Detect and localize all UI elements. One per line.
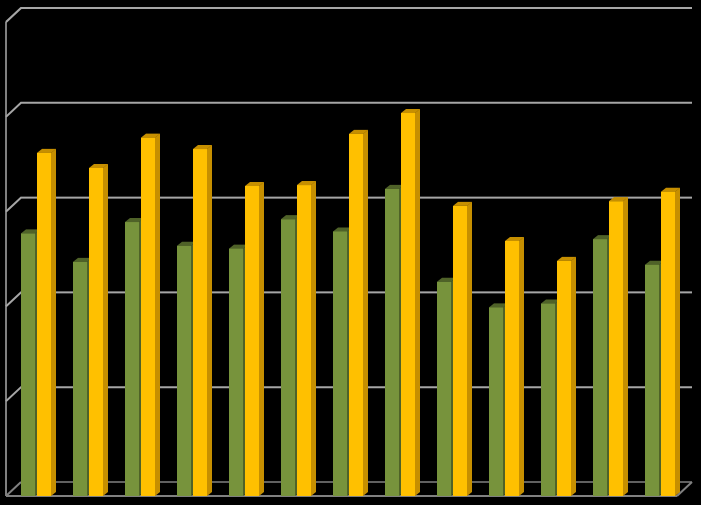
floor-back-edge-left — [5, 481, 22, 497]
bar-side — [675, 187, 680, 496]
bar-front — [489, 307, 503, 496]
bar-top — [385, 184, 404, 189]
bar-front — [193, 149, 207, 497]
bar-top — [245, 182, 264, 187]
bars — [21, 109, 680, 497]
bar-7-series-2 — [349, 129, 368, 496]
bar-front — [73, 261, 87, 496]
bar-front — [89, 167, 103, 496]
bar-side — [519, 236, 524, 496]
bar-top — [89, 163, 108, 168]
gridline — [5, 101, 692, 118]
bar-front — [281, 219, 295, 496]
bar-side — [51, 148, 56, 496]
bar-8-series-2 — [401, 109, 420, 497]
bar-front — [645, 264, 659, 496]
bar-side — [155, 133, 160, 496]
bar-top — [281, 215, 300, 220]
bar-side — [623, 197, 628, 496]
bar-side — [311, 181, 316, 496]
bar-front — [21, 233, 35, 497]
bar-front — [505, 240, 519, 496]
bar-top — [401, 109, 420, 114]
bar-front — [453, 205, 467, 497]
bar-front — [141, 137, 155, 496]
bar-top — [453, 201, 472, 206]
bar-top — [177, 241, 196, 246]
floor-right-edge — [676, 481, 693, 497]
bar-top — [21, 229, 40, 234]
bar-top — [125, 218, 144, 223]
bar-side — [467, 201, 472, 497]
bar-front — [437, 281, 451, 496]
bar-top — [437, 277, 456, 282]
bar-11-series-2 — [557, 256, 576, 496]
gridline — [5, 7, 692, 23]
bar-top — [505, 236, 524, 241]
bar-top — [229, 244, 248, 249]
bar-4-series-2 — [193, 145, 212, 497]
bar-top — [557, 256, 576, 261]
bar-front — [661, 191, 675, 496]
bar-top — [141, 133, 160, 138]
bar-side — [415, 109, 420, 497]
bar-13-series-2 — [661, 187, 680, 496]
bar-top — [73, 257, 92, 262]
bar-front — [37, 152, 51, 496]
bar-top — [349, 129, 368, 134]
bar-front — [229, 248, 243, 496]
bar-top — [37, 148, 56, 153]
bar-front — [125, 222, 139, 496]
bar-front — [609, 201, 623, 496]
bar-top — [593, 235, 612, 240]
bar-side — [103, 163, 108, 496]
bar-side — [363, 129, 368, 496]
gridline — [5, 196, 692, 213]
bar-top — [609, 197, 628, 202]
bar-front — [557, 260, 571, 496]
bar-side — [259, 182, 264, 496]
bar-10-series-2 — [505, 236, 524, 496]
bar-5-series-2 — [245, 182, 264, 496]
bar-1-series-2 — [37, 148, 56, 496]
bar-front — [297, 185, 311, 496]
bar-top — [297, 181, 316, 186]
bar-top — [333, 227, 352, 232]
bar-front — [401, 113, 415, 497]
bar-top — [661, 187, 680, 192]
bar-3-series-2 — [141, 133, 160, 496]
bar-front — [385, 188, 399, 496]
bar-top — [541, 299, 560, 304]
bar-side — [207, 145, 212, 497]
bar-front — [177, 245, 191, 496]
bar-top — [645, 260, 664, 265]
bar-front — [349, 133, 363, 496]
bar-2-series-2 — [89, 163, 108, 496]
bar-front — [245, 186, 259, 496]
bar-front — [541, 303, 555, 496]
bar-side — [571, 256, 576, 496]
bar-9-series-2 — [453, 201, 472, 497]
bar-6-series-2 — [297, 181, 316, 496]
bar-top — [193, 145, 212, 150]
bar-front — [593, 239, 607, 497]
bar-front — [333, 231, 347, 496]
bar-12-series-2 — [609, 197, 628, 496]
bar-top — [489, 303, 508, 308]
